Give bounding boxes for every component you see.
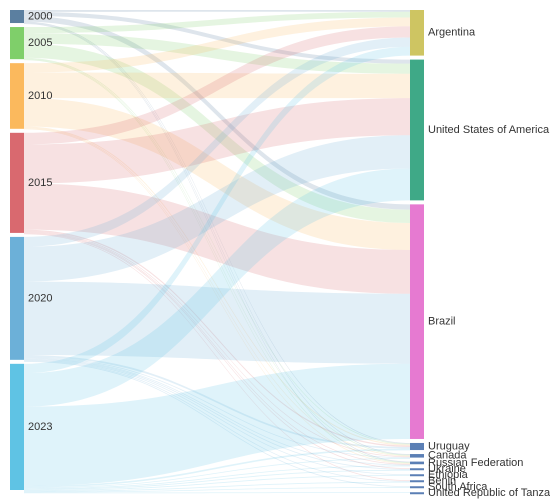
link-2000-to-canada[interactable] — [24, 22, 410, 455]
node-label-2023: 2023 — [28, 421, 52, 433]
link-2023-to-canada[interactable] — [24, 458, 410, 489]
link-2005-to-canada[interactable] — [24, 58, 410, 456]
link-2015-to-russian-federation[interactable] — [24, 231, 410, 465]
node-label-benin: Benin — [428, 475, 456, 487]
link-2015-to-united-states-of-america[interactable] — [24, 98, 410, 184]
link-2023-to-united-states-of-america[interactable] — [24, 168, 410, 407]
node-2000[interactable] — [10, 10, 24, 24]
link-2005-to-russian-federation[interactable] — [24, 59, 410, 464]
link-2000-to-uruguay[interactable] — [24, 21, 410, 444]
node-2023[interactable] — [10, 363, 24, 490]
link-2005-to-argentina[interactable] — [24, 11, 410, 34]
link-2010-to-uruguay[interactable] — [24, 126, 410, 446]
node-label-ethiopia: Ethiopia — [428, 469, 469, 481]
node-label-2015: 2015 — [28, 177, 52, 189]
link-2023-to-ethiopia[interactable] — [24, 475, 410, 491]
node-2010[interactable] — [10, 63, 24, 129]
link-2015-to-ukraine[interactable] — [24, 232, 410, 470]
link-2015-to-benin[interactable] — [24, 233, 410, 482]
node-label-argentina: Argentina — [428, 27, 476, 39]
link-2023-to-benin[interactable] — [24, 481, 410, 492]
link-2023-to-south-africa[interactable] — [24, 487, 410, 493]
link-2020-to-canada[interactable] — [24, 357, 410, 459]
node-label-russian-federation: Russian Federation — [428, 457, 523, 469]
node-south-africa[interactable] — [410, 486, 424, 489]
link-2000-to-argentina[interactable] — [24, 10, 410, 12]
link-2023-to-argentina[interactable] — [24, 46, 410, 374]
node-label-2020: 2020 — [28, 292, 52, 304]
node-label-2010: 2010 — [28, 90, 52, 102]
labels-layer: 2000 2005 2010 2015 2020 2023 Argentina United … — [28, 10, 550, 499]
node-2020[interactable] — [10, 236, 24, 360]
link-2020-to-ukraine[interactable] — [24, 358, 410, 470]
node-canada[interactable] — [410, 454, 424, 458]
link-2020-to-ethiopia[interactable] — [24, 359, 410, 476]
link-2015-to-canada[interactable] — [24, 231, 410, 458]
node-uruguay[interactable] — [410, 442, 424, 451]
node-2005[interactable] — [10, 27, 24, 60]
link-2020-to-brazil[interactable] — [24, 281, 410, 364]
node-argentina[interactable] — [410, 10, 424, 56]
link-2005-to-brazil[interactable] — [24, 43, 410, 223]
link-2020-to-benin[interactable] — [24, 360, 410, 482]
links-layer — [24, 10, 410, 494]
node-brazil[interactable] — [410, 204, 424, 439]
link-2015-to-brazil[interactable] — [24, 183, 410, 294]
node-ukraine[interactable] — [410, 468, 424, 471]
link-2015-to-argentina[interactable] — [24, 26, 410, 145]
node-united-states-of-america[interactable] — [410, 59, 424, 201]
node-label-2000: 2000 — [28, 10, 52, 22]
node-2015[interactable] — [10, 132, 24, 233]
link-2000-to-russian-federation[interactable] — [24, 23, 410, 463]
node-label-south-africa: South Africa — [428, 481, 488, 493]
node-benin[interactable] — [410, 480, 424, 483]
link-2020-to-uruguay[interactable] — [24, 355, 410, 449]
link-2023-to-russian-federation[interactable] — [24, 465, 410, 490]
link-2010-to-canada[interactable] — [24, 127, 410, 457]
link-2010-to-brazil[interactable] — [24, 98, 410, 250]
link-2010-to-argentina[interactable] — [24, 17, 410, 73]
link-2020-to-united-states-of-america[interactable] — [24, 135, 410, 282]
node-label-brazil: Brazil — [428, 316, 456, 328]
link-2010-to-russian-federation[interactable] — [24, 128, 410, 464]
node-russian-federation[interactable] — [410, 461, 424, 465]
link-2020-to-argentina[interactable] — [24, 37, 410, 247]
link-2023-to-ukraine[interactable] — [24, 469, 410, 490]
node-ethiopia[interactable] — [410, 474, 424, 477]
link-2023-to-uruguay[interactable] — [24, 448, 410, 488]
link-2023-to-brazil[interactable] — [24, 363, 410, 486]
link-2005-to-uruguay[interactable] — [24, 57, 410, 445]
node-label-2005: 2005 — [28, 37, 52, 49]
nodes-layer — [10, 10, 424, 495]
link-2015-to-uruguay[interactable] — [24, 229, 410, 448]
link-2023-to-united-republic-of-tanzania[interactable] — [24, 492, 410, 494]
link-2020-to-south-africa[interactable] — [24, 361, 410, 488]
link-2020-to-russian-federation[interactable] — [24, 357, 410, 466]
node-united-republic-of-tanzania[interactable] — [410, 492, 424, 495]
node-label-canada: Canada — [428, 450, 467, 462]
link-2000-to-united-states-of-america[interactable] — [24, 11, 410, 64]
node-label-ukraine: Ukraine — [428, 463, 466, 475]
link-2000-to-brazil[interactable] — [24, 16, 410, 210]
link-2005-to-united-states-of-america[interactable] — [24, 33, 410, 74]
node-label-united-republic-of-tanzania: United Republic of Tanzania — [428, 487, 550, 499]
link-2010-to-united-states-of-america[interactable] — [24, 72, 410, 99]
node-label-uruguay: Uruguay — [428, 440, 470, 452]
node-label-united-states-of-america: United States of America — [428, 124, 550, 136]
